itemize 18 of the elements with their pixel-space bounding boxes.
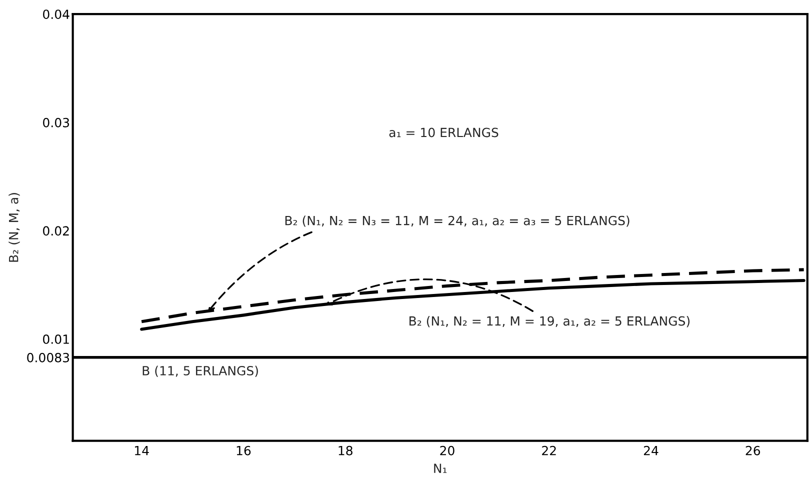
x-tick-label: 18 — [338, 446, 352, 456]
ref-line-label: B (11, 5 ERLANGS) — [142, 366, 258, 377]
y-tick-label: 0.0083 — [27, 352, 70, 362]
y-tick-label: 0.03 — [43, 118, 70, 128]
x-tick-label: 22 — [542, 446, 556, 456]
x-tick-label: 16 — [236, 446, 251, 456]
x-tick-label: 26 — [746, 446, 760, 456]
x-tick-label: 24 — [644, 446, 658, 456]
x-tick-label: 20 — [440, 446, 454, 456]
x-tick-label: 14 — [135, 446, 149, 456]
y-tick-label: 0.01 — [43, 334, 69, 344]
x-axis-title: N₁ — [434, 464, 447, 473]
y-tick-label: 0.04 — [43, 10, 70, 20]
y-axis-title: B₂ (N, M, a) — [8, 193, 20, 262]
annotation: a₁ = 10 ERLANGS — [389, 128, 498, 138]
annotation: B₂ (N₁, N₂ = N₃ = 11, M = 24, a₁, a₂ = a₃ = 5 ERLANGS) — [285, 216, 630, 227]
annotation: B₂ (N₁, N₂ = 11, M = 19, a₁, a₂ = 5 ERLANGS) — [410, 316, 690, 328]
y-tick-label: 0.02 — [43, 226, 69, 236]
